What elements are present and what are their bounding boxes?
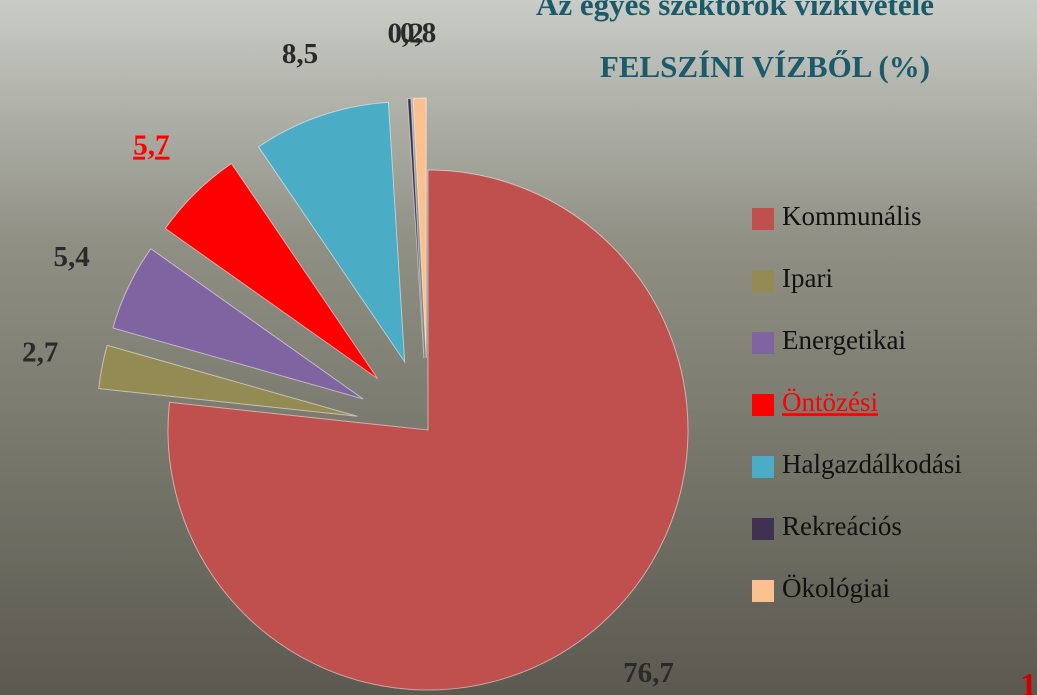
- legend-label: Rekreációs: [782, 511, 902, 541]
- legend-label: Ökológiai: [782, 573, 890, 603]
- data-label: 5,4: [54, 241, 90, 273]
- chart-subtitle: FELSZÍNI VÍZBŐL (%): [600, 49, 930, 84]
- legend-swatch: [752, 456, 774, 478]
- slide: Az egyes szektorok vízkivétele FELSZÍNI …: [0, 0, 1037, 695]
- legend-swatch: [752, 580, 774, 602]
- legend-swatch: [752, 518, 774, 540]
- legend-label: Energetikai: [782, 325, 906, 355]
- legend-label: Öntözési: [782, 387, 878, 417]
- data-label: 5,7: [133, 130, 169, 162]
- legend-swatch: [752, 208, 774, 230]
- chart-title: Az egyes szektorok vízkivétele: [536, 0, 934, 22]
- legend-label: Ipari: [782, 263, 833, 293]
- legend-label: Halgazdálkodási: [782, 449, 962, 479]
- legend-label: Kommunális: [782, 201, 922, 231]
- data-label: 76,7: [623, 657, 674, 689]
- data-label: 8,5: [282, 38, 318, 70]
- legend-swatch: [752, 270, 774, 292]
- legend-swatch: [752, 394, 774, 416]
- data-label: 2,7: [22, 336, 58, 368]
- legend-swatch: [752, 332, 774, 354]
- data-label: 0,8: [400, 17, 436, 49]
- slide-number: 1: [1020, 667, 1037, 695]
